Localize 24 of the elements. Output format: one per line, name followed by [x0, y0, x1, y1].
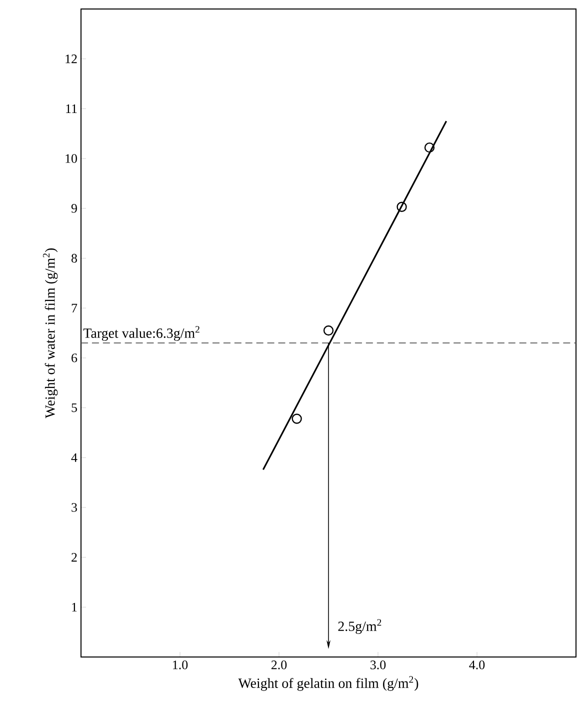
x-tick-label: 4.0: [469, 660, 485, 670]
x-tick-label: 1.0: [173, 660, 188, 670]
x-tick-label: 3.0: [370, 660, 386, 670]
x-tick-label: 2.0: [271, 660, 287, 670]
y-tick-label: 3: [72, 503, 77, 512]
ref-line-label: Target value:6.3g/m$^{2}$: [83, 326, 200, 341]
y-tick-label: 7: [72, 304, 78, 312]
x-axis-title: Weight of gelatin on film (g/m$^{2}$): [238, 676, 418, 691]
y-tick-label: 4: [71, 453, 78, 462]
point: [396, 202, 407, 212]
y-tick-label: 1: [72, 602, 77, 612]
y-tick-label: 2: [72, 553, 77, 562]
y-axis-title: Weight of water in film (g/m$^{2}$): [43, 248, 58, 418]
y-tick-label: 8: [72, 254, 77, 263]
point: [424, 142, 435, 153]
y-tick-label: 11: [66, 104, 77, 113]
ref-line-label: 2.5g/m$^{2}$: [338, 619, 382, 634]
y-tick-label: 12: [66, 54, 77, 64]
point: [292, 414, 302, 424]
point: [323, 325, 334, 336]
y-tick-label: 6: [72, 354, 78, 362]
y-tick-label: 10: [66, 154, 77, 163]
y-tick-label: 5: [72, 403, 77, 412]
y-tick-label: 9: [71, 204, 77, 213]
